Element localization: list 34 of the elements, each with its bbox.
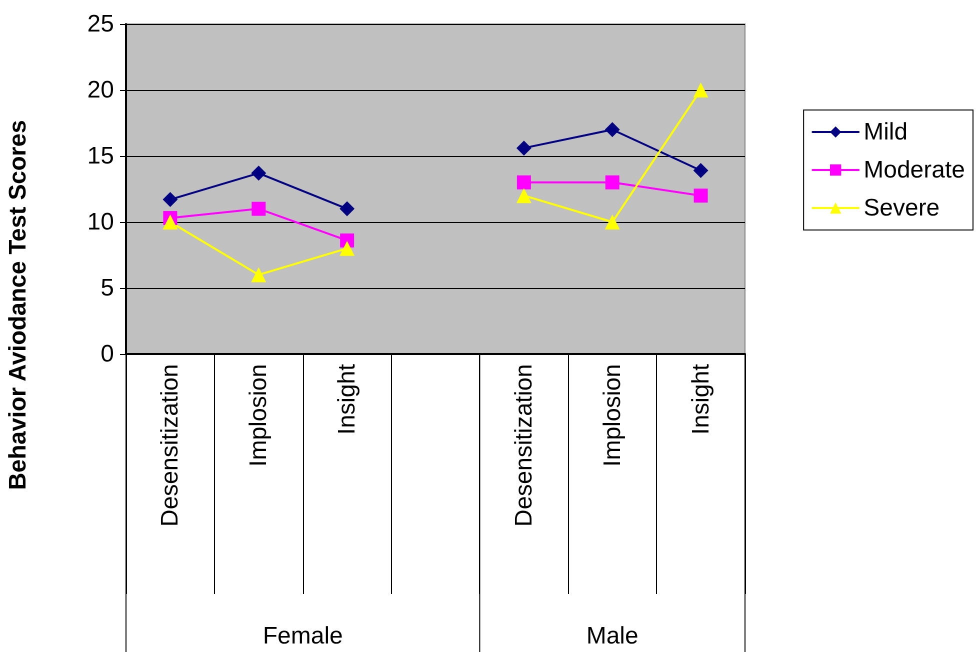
x-tick-label: Implosion: [598, 364, 626, 467]
point: [516, 140, 532, 156]
x-tick-label: Insight: [334, 364, 361, 435]
x-tick-label: Insight: [687, 364, 714, 435]
point: [693, 163, 708, 178]
text: Male: [586, 622, 638, 650]
point: [604, 122, 620, 138]
text: Female: [262, 622, 343, 650]
point: [340, 240, 355, 256]
legend-label: Severe: [864, 194, 940, 222]
y-tick-label: 20: [87, 76, 114, 104]
y-tick-label: 0: [100, 340, 114, 368]
point: [340, 201, 355, 216]
point: [252, 202, 266, 216]
point: [694, 188, 708, 203]
point: [605, 175, 620, 190]
legend-label: Mild: [864, 118, 908, 146]
point: [162, 214, 178, 230]
point: [162, 192, 178, 208]
y-tick-label: 15: [87, 142, 114, 170]
x-tick-label: Implosion: [245, 364, 272, 467]
legend-label: Moderate: [864, 156, 965, 184]
point: [604, 214, 620, 230]
point: [693, 82, 708, 98]
x-tick-label: Desensitization: [510, 364, 538, 527]
y-axis-title: Behavior Aviodance Test Scores: [4, 120, 32, 490]
point: [516, 175, 531, 190]
y-tick-label: 5: [100, 274, 114, 302]
y-tick-label: 10: [87, 208, 114, 236]
point: [251, 267, 266, 282]
point: [251, 166, 266, 181]
x-tick-label: Desensitization: [156, 364, 184, 527]
y-tick-label: 25: [87, 10, 114, 38]
point: [516, 188, 532, 204]
